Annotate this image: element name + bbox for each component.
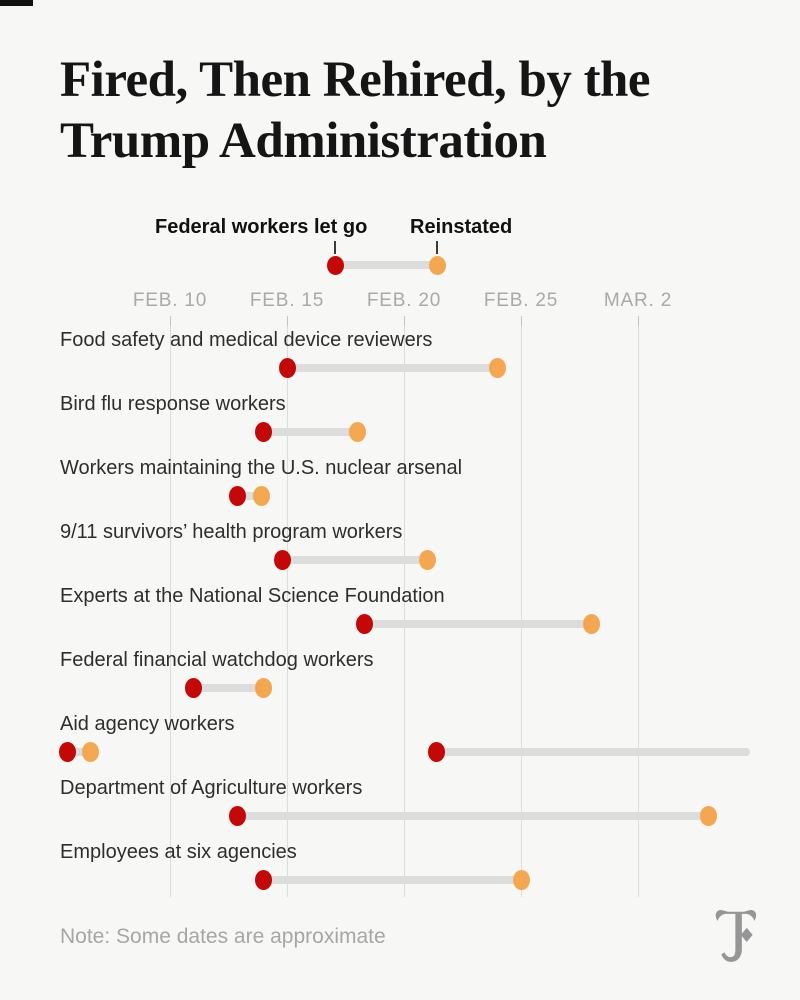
fired-dot [278,358,296,378]
new-york-times-t-logo [715,909,757,962]
fired-dot [255,870,273,890]
axis-tick-label: MAR. 2 [603,290,673,311]
reinstated-dot [489,358,507,378]
legend-reinstated-dot [429,256,446,275]
reinstated-dot [582,614,600,634]
row-label: Food safety and medical device reviewers [60,329,433,351]
chart-title-line2: Trump Administration [60,113,547,169]
connector-bar [263,876,521,884]
gridline [520,316,522,897]
fired-dot [428,742,446,762]
connector-bar [436,748,751,756]
axis-tick [403,316,405,326]
reinstated-dot [81,742,99,762]
axis-tick-label: FEB. 10 [132,290,208,311]
axis-tick-label: FEB. 25 [483,290,559,311]
legend-fired-dot [327,256,344,275]
legend-reinstated-label: Reinstated [410,216,513,238]
gridline [403,316,405,897]
axis-tick [520,316,522,326]
fired-dot [229,486,247,506]
legend-connector-bar [335,261,437,269]
connector-bar [67,748,91,756]
row-label: Experts at the National Science Foundati… [60,585,445,607]
fired-dot [58,742,76,762]
connector-bar [287,364,498,372]
row-label: Aid agency workers [60,713,235,735]
fired-dot [273,550,291,570]
row-label: Bird flu response workers [60,393,286,415]
chart-title: Fired, Then Rehired, by the Trump Admini… [60,50,651,172]
row-label: 9/11 survivors’ health program workers [60,521,403,543]
footnote: Note: Some dates are approximate [60,925,386,948]
legend-reinstated-pointer-line [436,241,438,254]
connector-bar [237,492,262,500]
legend-fired-label: Federal workers let go [155,216,368,238]
fired-dot [355,614,373,634]
chart-title-line1: Fired, Then Rehired, by the [60,52,651,108]
gridline [286,316,288,897]
connector-bar [282,556,428,564]
fired-dot [255,422,273,442]
axis-tick [286,316,288,326]
connector-bar [193,684,264,692]
reinstated-dot [699,806,717,826]
fired-dot [229,806,247,826]
reinstated-dot [418,550,436,570]
legend-fired-pointer-line [334,241,336,254]
connector-bar [263,428,358,436]
gridline [169,316,171,897]
axis-tick-label: FEB. 15 [249,290,325,311]
axis-tick [637,316,639,326]
row-label: Workers maintaining the U.S. nuclear ars… [60,457,463,479]
fired-dot [184,678,202,698]
gridline [637,316,639,897]
corner-mark [0,0,33,6]
reinstated-dot [252,486,270,506]
connector-bar [237,812,709,820]
row-label: Federal financial watchdog workers [60,649,374,671]
reinstated-dot [512,870,530,890]
reinstated-dot [348,422,366,442]
connector-bar [364,620,592,628]
axis-tick [169,316,171,326]
row-label: Department of Agriculture workers [60,777,363,799]
reinstated-dot [255,678,273,698]
axis-tick-label: FEB. 20 [366,290,442,311]
row-label: Employees at six agencies [60,841,297,863]
